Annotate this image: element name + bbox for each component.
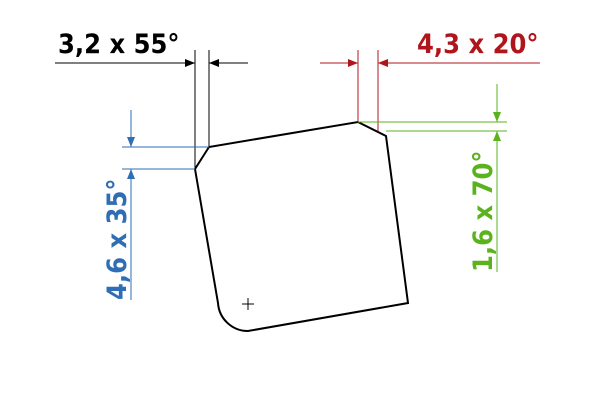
- dimension-top-left: [55, 50, 248, 169]
- part-outline: [193, 120, 410, 333]
- dimension-top-right: [320, 50, 540, 131]
- label-left: 4,6 x 35°: [102, 178, 133, 300]
- dimension-right: [358, 84, 507, 272]
- dimension-left: [122, 110, 209, 300]
- plus-icon: [242, 298, 254, 310]
- part-contour: [193, 120, 410, 333]
- label-top-right: 4,3 x 20°: [417, 29, 539, 60]
- label-right: 1,6 x 70°: [468, 150, 499, 272]
- label-top-left: 3,2 x 55°: [58, 29, 180, 60]
